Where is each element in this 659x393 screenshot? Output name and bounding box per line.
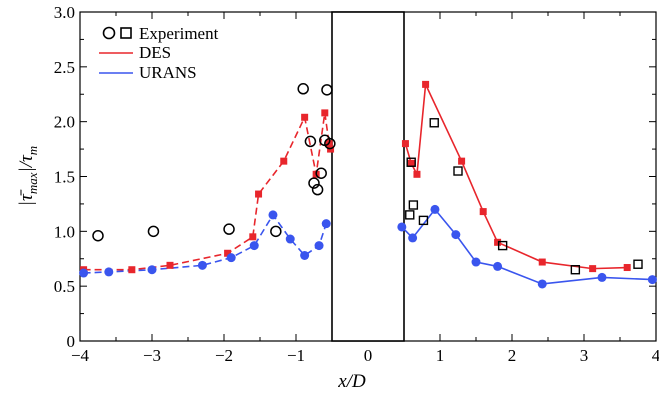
- y-tick-label: 1.0: [54, 222, 75, 241]
- x-tick-label: −1: [287, 346, 305, 365]
- urans-downstream-line: [401, 208, 653, 285]
- urans-point: [430, 204, 440, 214]
- y-tick-label: 0: [67, 332, 76, 351]
- y-tick-label: 1.5: [54, 168, 75, 187]
- x-axis-label: x/D: [337, 371, 366, 392]
- experiment-point: [311, 183, 324, 196]
- urans-point: [104, 267, 114, 277]
- legend-experiment-label: Experiment: [139, 24, 219, 43]
- y-tick-label: 0.5: [54, 277, 75, 296]
- cylinder-outline: [331, 11, 405, 342]
- des-downstream-line: [404, 81, 628, 270]
- urans-point: [647, 275, 657, 285]
- des-point: [413, 170, 421, 178]
- des-point: [422, 80, 430, 88]
- x-tick-label: 4: [652, 346, 659, 365]
- experiment-point: [321, 84, 333, 96]
- x-tick-label: −4: [71, 346, 90, 365]
- des-point: [255, 190, 263, 198]
- x-tick-label: 3: [580, 346, 589, 365]
- urans-point: [321, 219, 331, 229]
- y-tick-label: 2.5: [54, 58, 75, 77]
- urans-point: [493, 261, 503, 271]
- urans-point: [226, 253, 236, 263]
- des-point: [321, 109, 329, 117]
- des-upstream-line: [83, 112, 332, 271]
- urans-point: [597, 272, 607, 282]
- experiment-point: [270, 225, 282, 238]
- urans-upstream-line: [83, 213, 328, 274]
- experiment-point: [406, 157, 416, 167]
- experiment-point: [418, 215, 429, 226]
- des-point: [301, 113, 309, 121]
- urans-point: [314, 241, 324, 251]
- x-tick-label: 1: [436, 346, 445, 365]
- cylinder: [331, 11, 405, 342]
- urans-point: [79, 268, 89, 278]
- des-point: [494, 238, 502, 246]
- series-markers: [79, 80, 657, 289]
- des-point: [166, 261, 174, 269]
- des-point: [589, 265, 597, 273]
- des-point: [623, 264, 631, 272]
- y-axis-label-sub2: m: [25, 146, 40, 155]
- legend-urans-label: URANS: [139, 63, 197, 82]
- urans-point: [285, 234, 295, 244]
- experiment-point: [497, 240, 508, 251]
- experiment-point: [570, 265, 581, 275]
- x-tick-label: −3: [143, 346, 161, 365]
- urans-point: [147, 265, 157, 275]
- y-axis-label-sub1: max: [25, 172, 40, 194]
- urans-point: [397, 222, 407, 232]
- y-axis-label-mid: |/τ: [16, 154, 37, 173]
- experiment-point: [453, 166, 463, 176]
- axis-ticks: −4 −3 −2 −1 0 1 2 3 4 0 0.5 1.0 1.5 2.0 2.5 3.0: [54, 3, 659, 365]
- urans-point: [300, 250, 310, 260]
- y-axis-label: |τ̄max|/τm: [16, 146, 40, 206]
- y-tick-label: 3.0: [54, 3, 75, 22]
- legend-des-label: DES: [139, 43, 171, 62]
- urans-point: [471, 257, 481, 267]
- urans-point: [249, 241, 259, 251]
- x-tick-label: 0: [364, 346, 373, 365]
- des-point: [407, 159, 415, 167]
- des-point: [224, 249, 232, 257]
- experiment-point: [308, 177, 320, 189]
- des-point: [538, 258, 546, 266]
- y-tick-label: 2.0: [54, 113, 75, 132]
- experiment-point: [429, 118, 439, 128]
- experiment-point: [405, 210, 415, 220]
- experiment-point: [147, 225, 160, 238]
- experiment-point: [408, 200, 419, 210]
- experiment-point: [633, 259, 643, 269]
- urans-point: [268, 210, 278, 220]
- legend-experiment-square-marker: [120, 27, 132, 39]
- urans-point: [408, 233, 418, 243]
- des-point: [479, 208, 487, 216]
- experiment-point: [324, 137, 336, 150]
- x-tick-label: 2: [508, 346, 517, 365]
- x-tick-label: −2: [215, 346, 233, 365]
- experiment-point: [315, 167, 327, 179]
- des-point: [128, 266, 136, 274]
- des-point: [401, 140, 409, 148]
- des-point: [280, 157, 288, 165]
- urans-point: [451, 230, 461, 240]
- experiment-point: [297, 83, 309, 95]
- legend: Experiment DES URANS: [99, 24, 219, 82]
- urans-point: [537, 279, 547, 289]
- experiment-point: [92, 229, 104, 242]
- des-point: [249, 233, 257, 241]
- urans-point: [197, 260, 207, 270]
- experiment-point: [304, 135, 317, 148]
- des-point: [458, 157, 466, 165]
- experiment-point: [223, 223, 235, 235]
- legend-experiment-circle-marker: [102, 26, 116, 40]
